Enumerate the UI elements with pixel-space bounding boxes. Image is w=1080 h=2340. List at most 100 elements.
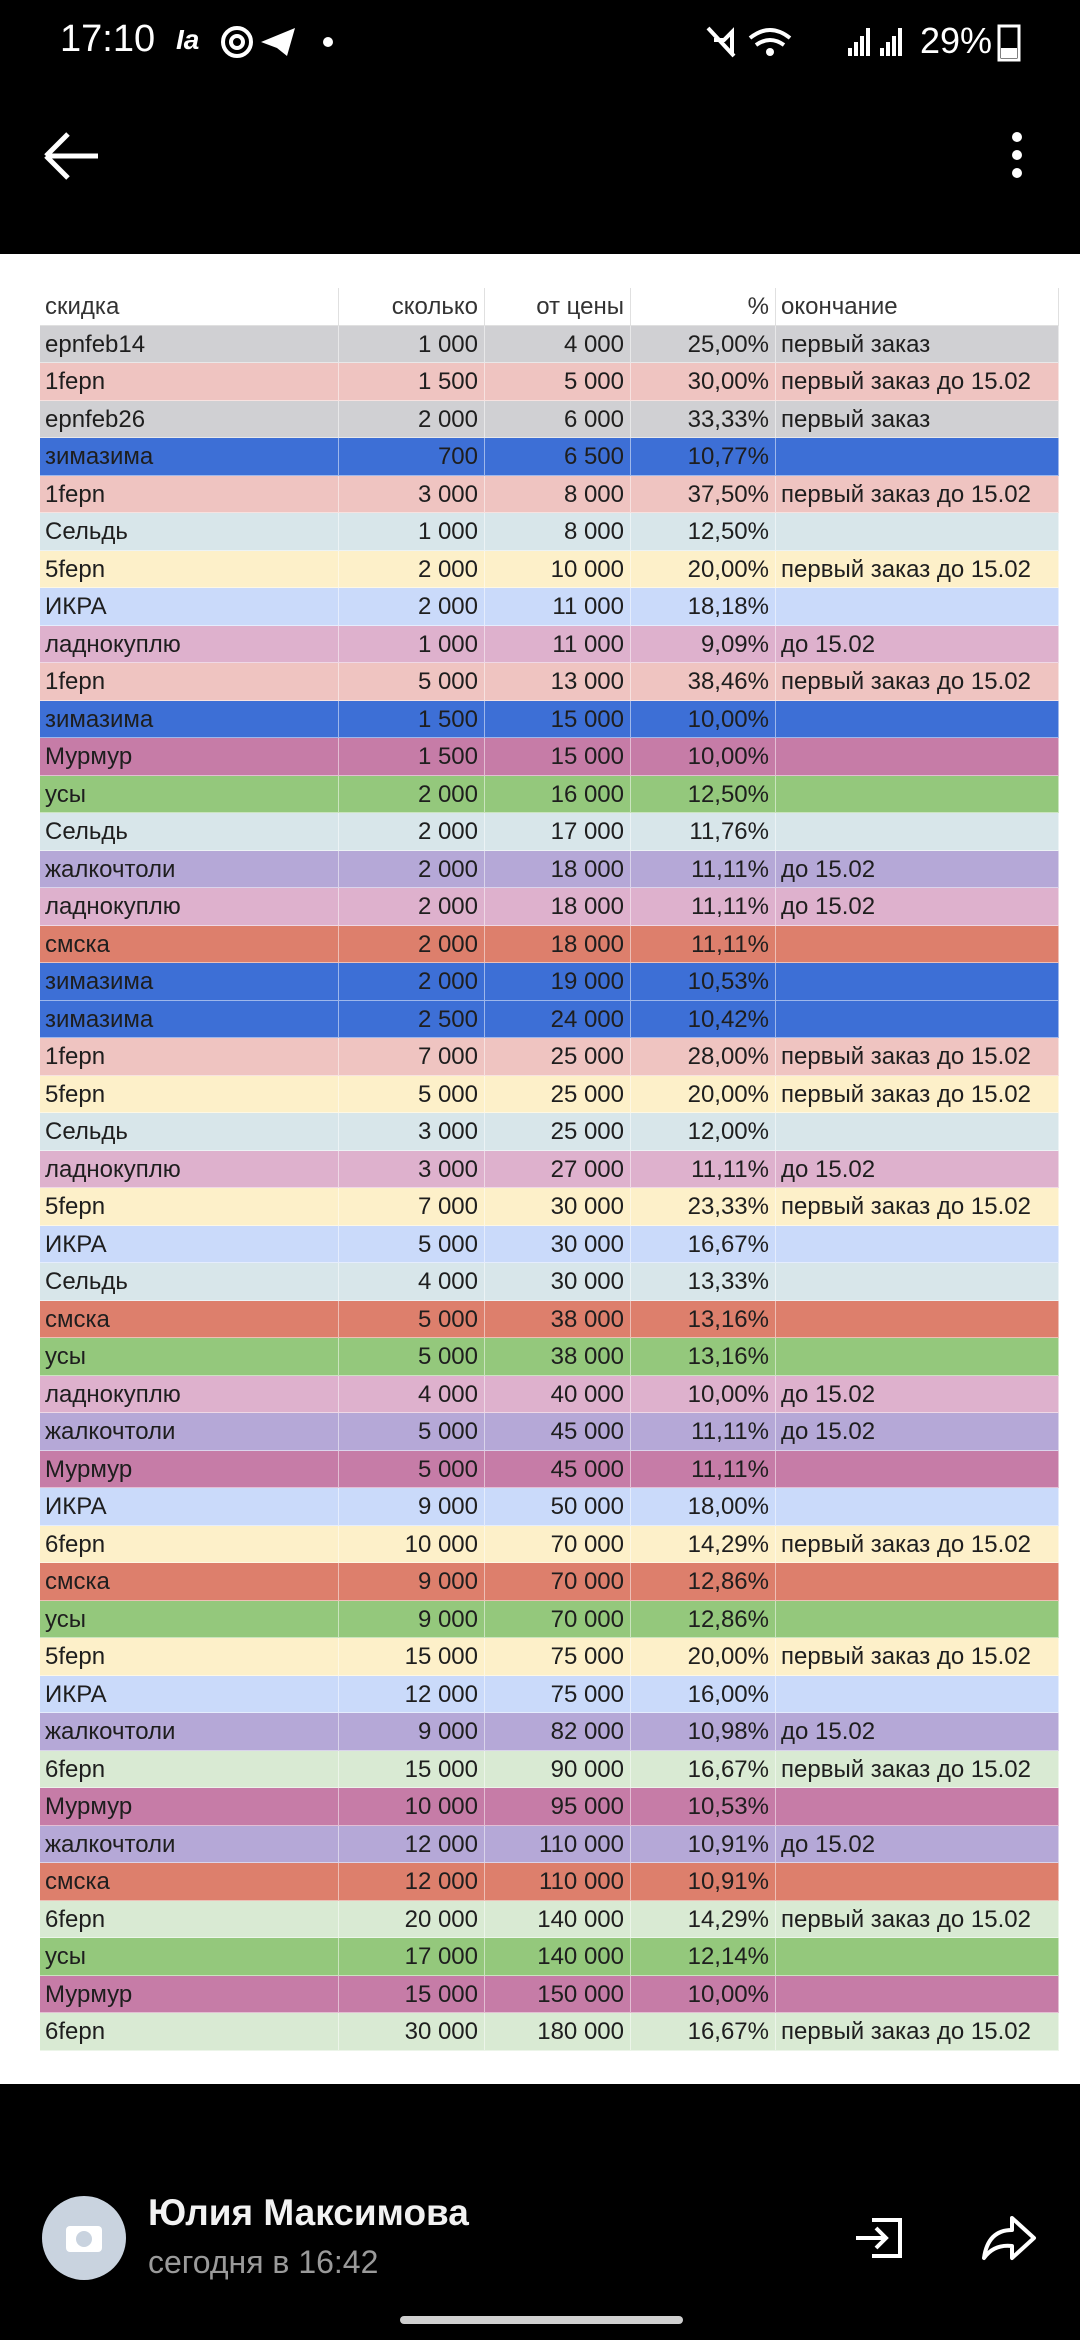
table-cell: первый заказ до 15.02 [776, 663, 1059, 701]
table-cell: 140 000 [485, 1938, 631, 1976]
table-cell: 5 000 [485, 363, 631, 401]
table-cell: 6fepn [40, 1750, 339, 1788]
table-cell: 110 000 [485, 1863, 631, 1901]
table-cell: Сельдь [40, 813, 339, 851]
table-cell: смска [40, 1863, 339, 1901]
table-cell: до 15.02 [776, 1413, 1059, 1451]
table-cell [776, 438, 1059, 476]
table-cell: 10,00% [631, 738, 776, 776]
table-cell: 27 000 [485, 1150, 631, 1188]
table-cell: ИКРА [40, 1225, 339, 1263]
table-cell: первый заказ до 15.02 [776, 1900, 1059, 1938]
table-cell: 30,00% [631, 363, 776, 401]
table-cell: до 15.02 [776, 1375, 1059, 1413]
table-cell: 1 500 [339, 700, 485, 738]
menu-button[interactable] [1000, 130, 1034, 180]
table-cell: усы [40, 1938, 339, 1976]
table-cell: 25 000 [485, 1075, 631, 1113]
table-cell: 11,11% [631, 1413, 776, 1451]
sender-name: Юлия Максимова [148, 2192, 469, 2233]
table-cell: зимазима [40, 963, 339, 1001]
table-cell: 13 000 [485, 663, 631, 701]
table-cell: 16,67% [631, 1750, 776, 1788]
table-cell: первый заказ до 15.02 [776, 363, 1059, 401]
table-cell: ладнокуплю [40, 625, 339, 663]
table-cell: 70 000 [485, 1525, 631, 1563]
table-cell: первый заказ до 15.02 [776, 550, 1059, 588]
table-cell: 2 000 [339, 588, 485, 626]
avatar[interactable] [42, 2196, 126, 2280]
table-cell: 15 000 [485, 738, 631, 776]
table-cell: ладнокуплю [40, 888, 339, 926]
table-cell: 1fepn [40, 1038, 339, 1076]
table-cell: 2 000 [339, 400, 485, 438]
table-cell: 7 000 [339, 1188, 485, 1226]
table-cell: 1 000 [339, 625, 485, 663]
table-cell: 14,29% [631, 1900, 776, 1938]
table-cell: Мурмур [40, 1975, 339, 2013]
header-cell: окончание [776, 288, 1059, 326]
table-cell: 13,16% [631, 1300, 776, 1338]
table-cell: 95 000 [485, 1788, 631, 1826]
table-cell: 15 000 [339, 1750, 485, 1788]
share-button[interactable] [978, 2210, 1038, 2266]
table-cell: 9 000 [339, 1713, 485, 1751]
table-cell: 2 000 [339, 925, 485, 963]
table-cell: 10,77% [631, 438, 776, 476]
table-cell: 18,18% [631, 588, 776, 626]
table-cell: 70 000 [485, 1563, 631, 1601]
table-cell [776, 813, 1059, 851]
table-cell [776, 1563, 1059, 1601]
table-cell: 11,11% [631, 850, 776, 888]
table-cell [776, 963, 1059, 1001]
table-cell: 10,98% [631, 1713, 776, 1751]
table-cell: 37,50% [631, 475, 776, 513]
table-cell: первый заказ до 15.02 [776, 475, 1059, 513]
table-cell: 2 000 [339, 775, 485, 813]
table-cell: 9 000 [339, 1488, 485, 1526]
battery-icon [997, 24, 1021, 62]
table-cell: первый заказ [776, 325, 1059, 363]
table-cell: 10,00% [631, 1975, 776, 2013]
table-cell: 9,09% [631, 625, 776, 663]
back-button[interactable] [40, 128, 104, 184]
table-cell: 10,91% [631, 1863, 776, 1901]
table-cell: 6fepn [40, 1525, 339, 1563]
table-cell [776, 1263, 1059, 1301]
table-cell: 15 000 [339, 1638, 485, 1676]
table-cell: 8 000 [485, 475, 631, 513]
table-cell: epnfeb26 [40, 400, 339, 438]
table-cell [776, 588, 1059, 626]
table-cell: 18 000 [485, 850, 631, 888]
table-cell [776, 1113, 1059, 1151]
table-cell: 10,53% [631, 1788, 776, 1826]
table-cell [776, 738, 1059, 776]
table-cell: 12,50% [631, 775, 776, 813]
table-cell: 4 000 [339, 1263, 485, 1301]
table-cell: 12,50% [631, 513, 776, 551]
table-cell: 10 000 [485, 550, 631, 588]
table-cell: 12,86% [631, 1600, 776, 1638]
table-cell: 33,33% [631, 400, 776, 438]
reply-button[interactable] [850, 2210, 910, 2266]
table-cell: 2 000 [339, 850, 485, 888]
sent-time: сегодня в 16:42 [148, 2244, 379, 2280]
table-cell [776, 1300, 1059, 1338]
table-cell: 5fepn [40, 1188, 339, 1226]
table-cell: 15 000 [485, 700, 631, 738]
table-cell: 20,00% [631, 1638, 776, 1676]
table-cell: ладнокуплю [40, 1375, 339, 1413]
table-cell: 9 000 [339, 1563, 485, 1601]
table-cell: до 15.02 [776, 850, 1059, 888]
table-cell: 18 000 [485, 925, 631, 963]
table-cell: жалкочтоли [40, 1713, 339, 1751]
table-cell: Мурмур [40, 1450, 339, 1488]
table-cell: смска [40, 1563, 339, 1601]
table-cell: до 15.02 [776, 1713, 1059, 1751]
table-cell: 12,00% [631, 1113, 776, 1151]
table-cell [776, 700, 1059, 738]
table-cell: 4 000 [339, 1375, 485, 1413]
table-cell: 2 500 [339, 1000, 485, 1038]
table-cell: 38 000 [485, 1338, 631, 1376]
table-cell: 16,67% [631, 2013, 776, 2051]
